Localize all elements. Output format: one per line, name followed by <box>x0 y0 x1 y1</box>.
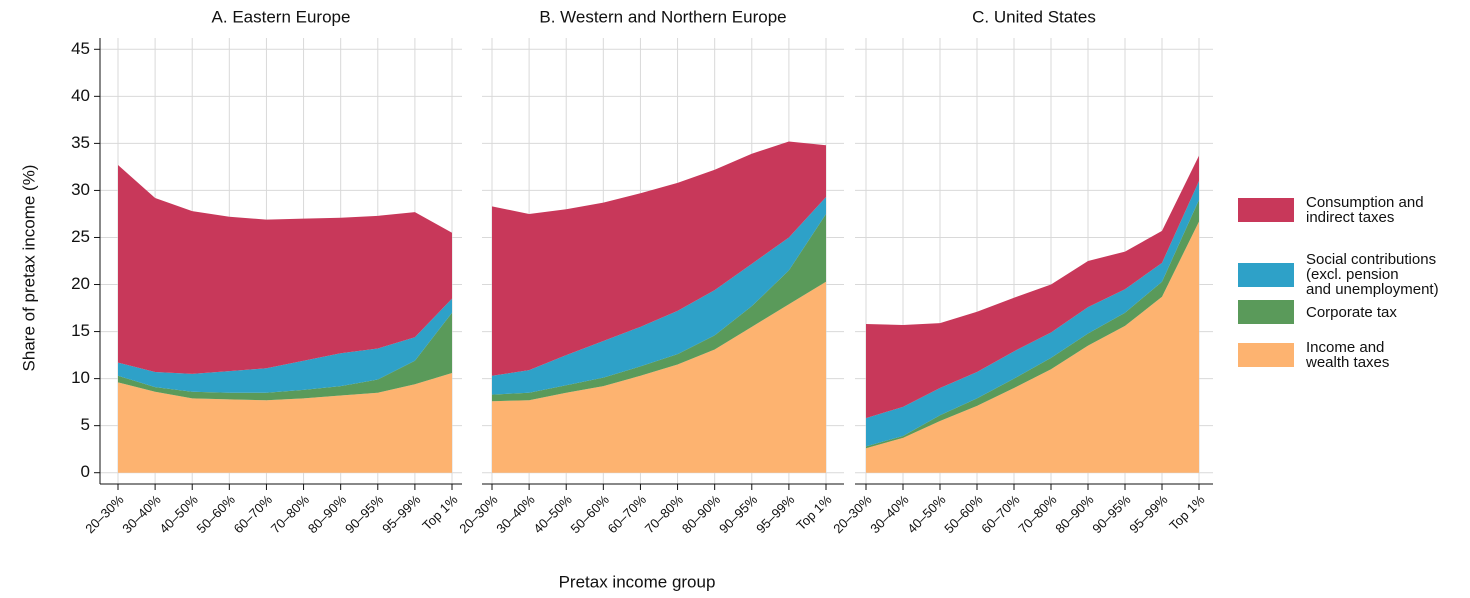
x-tick-label: Top 1% <box>1166 492 1208 534</box>
area <box>866 181 1199 447</box>
legend-item: Corporate tax <box>1238 300 1397 324</box>
x-tick-label: 50–60% <box>941 492 986 537</box>
y-tick-label: 5 <box>81 415 90 434</box>
panel-title: A. Eastern Europe <box>212 7 351 26</box>
x-tick-label: 60–70% <box>605 492 650 537</box>
legend-swatch <box>1238 343 1294 367</box>
x-tick-label: 50–60% <box>194 492 239 537</box>
x-tick-label: 20–30% <box>830 492 875 537</box>
x-tick-label: 20–30% <box>456 492 501 537</box>
y-tick-label: 10 <box>71 368 90 387</box>
y-tick-label: 40 <box>71 86 90 105</box>
area <box>492 281 826 473</box>
panel-title: C. United States <box>972 7 1096 26</box>
legend-swatch <box>1238 262 1294 287</box>
area <box>866 221 1199 473</box>
x-tick-label: 40–50% <box>156 492 201 537</box>
y-axis-label: Share of pretax income (%) <box>19 165 38 372</box>
x-tick-label: 70–80% <box>642 492 687 537</box>
x-tick-label: 90–95% <box>716 492 761 537</box>
x-tick-label: 95–99% <box>1126 492 1171 537</box>
x-tick-label: 20–30% <box>82 492 127 537</box>
legend-swatch <box>1238 198 1294 222</box>
area <box>118 298 452 393</box>
y-tick-label: 45 <box>71 39 90 58</box>
x-tick-label: 30–40% <box>119 492 164 537</box>
y-tick-label: 25 <box>71 227 90 246</box>
x-axis-label: Pretax income group <box>559 572 716 591</box>
x-tick-label: 30–40% <box>493 492 538 537</box>
y-tick-label: 30 <box>71 180 90 199</box>
legend-label: Social contributions (excl. pension and … <box>1306 251 1439 298</box>
x-tick-label: Top 1% <box>793 492 835 534</box>
y-tick-label: 15 <box>71 321 90 340</box>
x-tick-label: 60–70% <box>231 492 276 537</box>
legend-swatch <box>1238 300 1294 324</box>
panel-title: B. Western and Northern Europe <box>539 7 786 26</box>
legend-item: Consumption and indirect taxes <box>1238 195 1424 225</box>
x-tick-label: 80–90% <box>305 492 350 537</box>
area <box>866 155 1199 419</box>
x-tick-label: Top 1% <box>419 492 461 534</box>
area <box>492 213 826 402</box>
x-tick-label: 80–90% <box>679 492 724 537</box>
y-tick-label: 0 <box>81 462 90 481</box>
area <box>118 165 452 374</box>
x-tick-label: 40–50% <box>904 492 949 537</box>
legend-label: Income and wealth taxes <box>1306 339 1390 371</box>
area <box>492 141 826 376</box>
x-tick-label: 50–60% <box>568 492 613 537</box>
legend-label: Corporate tax <box>1306 303 1397 321</box>
x-tick-label: 95–99% <box>753 492 798 537</box>
legend-item: Income and wealth taxes <box>1238 340 1389 370</box>
legend-label: Consumption and indirect taxes <box>1306 194 1424 226</box>
x-tick-label: 80–90% <box>1052 492 1097 537</box>
y-tick-label: 35 <box>71 133 90 152</box>
x-tick-label: 40–50% <box>530 492 575 537</box>
x-tick-label: 30–40% <box>867 492 912 537</box>
area <box>118 372 452 473</box>
x-tick-label: 60–70% <box>978 492 1023 537</box>
x-tick-label: 95–99% <box>379 492 424 537</box>
area <box>492 197 826 395</box>
legend-item: Social contributions (excl. pension and … <box>1238 252 1439 297</box>
x-tick-label: 90–95% <box>1089 492 1134 537</box>
x-tick-label: 70–80% <box>268 492 313 537</box>
x-tick-label: 70–80% <box>1015 492 1060 537</box>
x-tick-label: 90–95% <box>342 492 387 537</box>
y-tick-label: 20 <box>71 274 90 293</box>
